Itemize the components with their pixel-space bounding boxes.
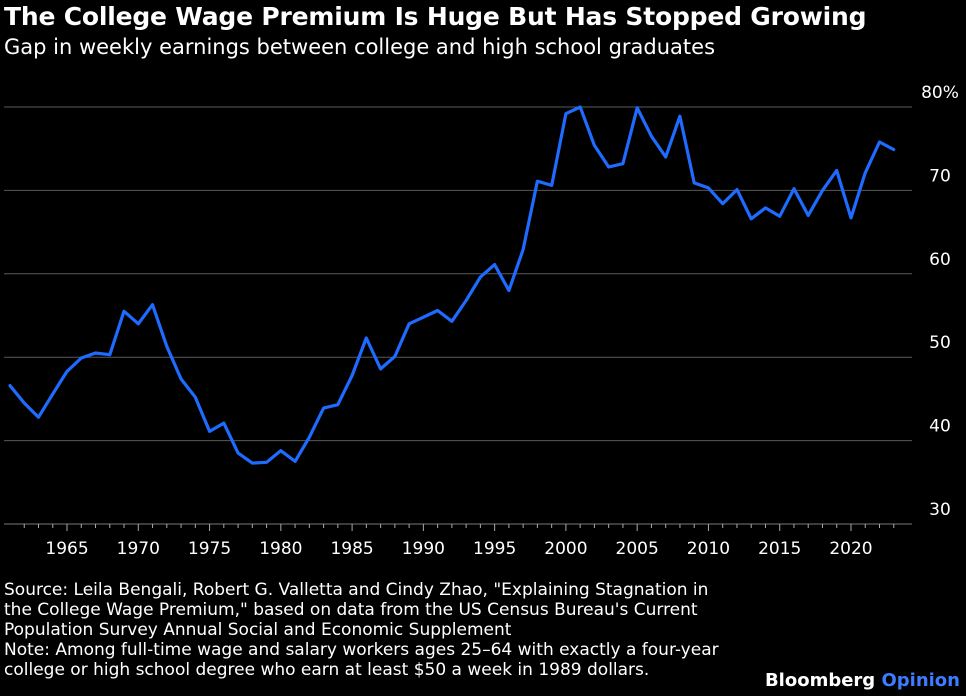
x-tick-label: 1985 [330, 539, 373, 559]
source-notes: Source: Leila Bengali, Robert G. Vallett… [4, 580, 784, 680]
y-tick-label: 80% [921, 83, 959, 103]
note-line: college or high school degree who earn a… [4, 660, 650, 680]
source-line: Population Survey Annual Social and Econ… [4, 620, 512, 640]
note-line: Note: Among full-time wage and salary wo… [4, 640, 719, 660]
x-tick-label: 2015 [758, 539, 801, 559]
x-tick-label: 1970 [117, 539, 160, 559]
chart-title: The College Wage Premium Is Huge But Has… [4, 2, 867, 31]
series-line [8, 105, 896, 465]
x-tick-label: 2020 [829, 539, 872, 559]
x-axis-ticks [23, 524, 895, 531]
chart-subtitle: Gap in weekly earnings between college a… [4, 35, 716, 59]
gridlines [4, 106, 912, 525]
x-tick-label: 2010 [687, 539, 730, 559]
y-tick-label: 40 [929, 417, 951, 437]
x-tick-label: 1990 [402, 539, 445, 559]
source-line: the College Wage Premium," based on data… [4, 600, 698, 620]
brand-secondary: Opinion [881, 670, 960, 691]
y-tick-label: 70 [929, 166, 951, 186]
x-tick-label: 2005 [616, 539, 659, 559]
brand-primary: Bloomberg [764, 670, 876, 691]
source-line: Source: Leila Bengali, Robert G. Vallett… [4, 580, 709, 600]
y-tick-label: 50 [929, 333, 951, 353]
x-tick-label: 1980 [259, 539, 302, 559]
brand-logo: Bloomberg Opinion [765, 670, 960, 691]
x-tick-label: 2000 [544, 539, 587, 559]
x-tick-label: 1975 [188, 539, 231, 559]
x-tick-label: 1995 [473, 539, 516, 559]
y-axis-labels: 80% 70 60 50 40 30 [921, 83, 959, 520]
y-tick-label: 60 [929, 250, 951, 270]
y-tick-label: 30 [929, 500, 951, 520]
x-tick-label: 1965 [45, 539, 88, 559]
x-axis-labels: 1965 1970 1975 1980 1985 1990 1995 2000 2005 2010… [45, 539, 872, 559]
